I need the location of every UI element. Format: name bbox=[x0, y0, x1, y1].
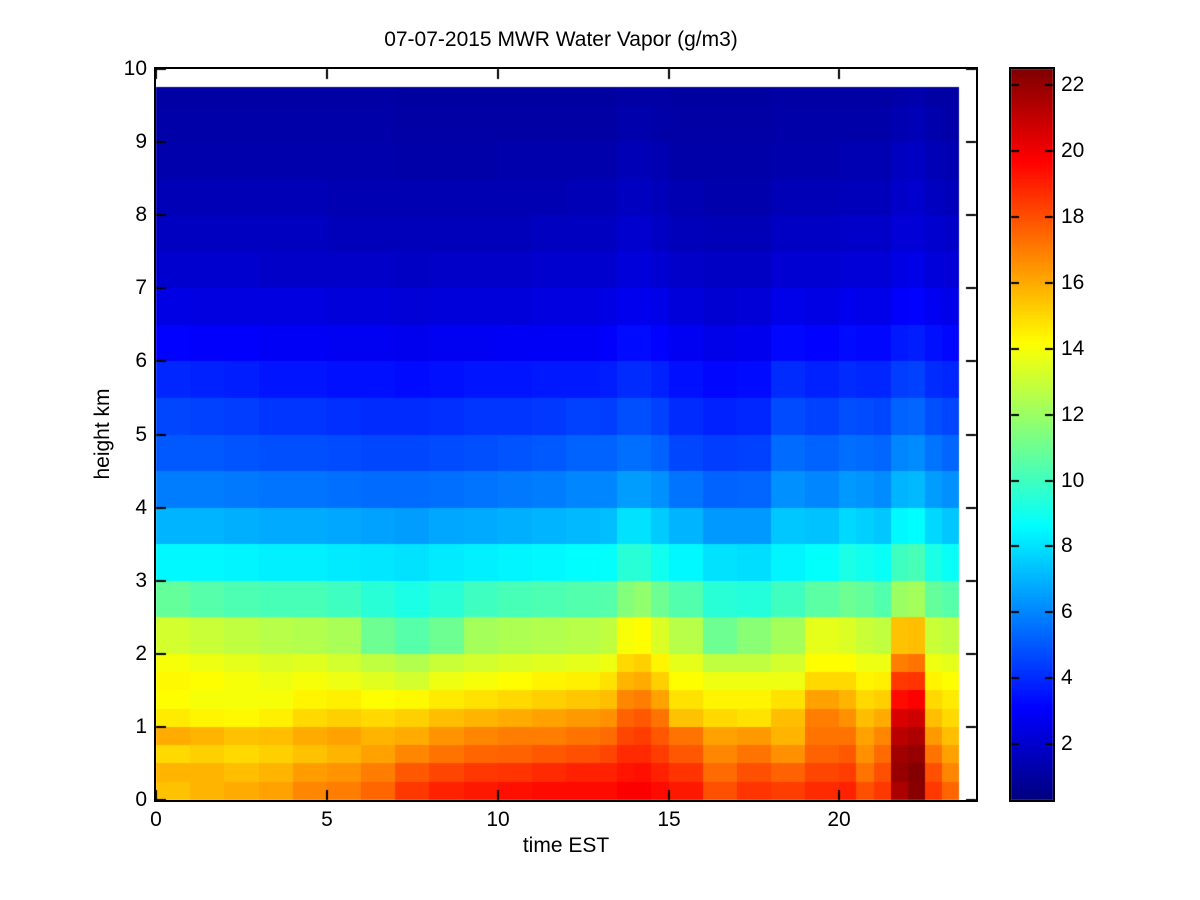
colorbar-tick-label: 22 bbox=[1061, 73, 1085, 96]
y-tick-label: 6 bbox=[135, 349, 147, 372]
y-axis-label: height km bbox=[91, 388, 114, 480]
y-tick-label: 3 bbox=[135, 569, 147, 592]
x-tick-label: 20 bbox=[827, 808, 851, 831]
y-tick-label: 5 bbox=[135, 423, 147, 446]
colorbar-tick-label: 20 bbox=[1061, 139, 1085, 162]
colorbar bbox=[1009, 67, 1055, 802]
colorbar-tick-label: 16 bbox=[1061, 271, 1085, 294]
colorbar-tick-label: 18 bbox=[1061, 205, 1085, 228]
colorbar-tick-label: 14 bbox=[1061, 337, 1085, 360]
y-tick-label: 7 bbox=[135, 276, 147, 299]
x-tick-label: 15 bbox=[657, 808, 681, 831]
colorbar-tick-label: 4 bbox=[1061, 666, 1073, 689]
x-tick-label: 0 bbox=[150, 808, 162, 831]
x-axis-label: time EST bbox=[522, 834, 610, 857]
colorbar-tick-label: 12 bbox=[1061, 403, 1085, 426]
y-tick-label: 9 bbox=[135, 130, 147, 153]
chart-title: 07-07-2015 MWR Water Vapor (g/m3) bbox=[384, 28, 738, 51]
y-tick-label: 8 bbox=[135, 203, 147, 226]
colorbar-tick-label: 2 bbox=[1061, 732, 1073, 755]
y-tick-label: 10 bbox=[123, 57, 147, 80]
x-tick-label: 10 bbox=[486, 808, 510, 831]
x-tick-label: 5 bbox=[321, 808, 333, 831]
y-tick-label: 0 bbox=[135, 788, 147, 811]
y-tick-label: 2 bbox=[135, 642, 147, 665]
colorbar-tick-label: 6 bbox=[1061, 600, 1073, 623]
plot-area bbox=[154, 67, 978, 802]
y-tick-label: 1 bbox=[135, 715, 147, 738]
y-tick-label: 4 bbox=[135, 496, 147, 519]
colorbar-tick-label: 10 bbox=[1061, 469, 1085, 492]
colorbar-tick-label: 8 bbox=[1061, 534, 1073, 557]
